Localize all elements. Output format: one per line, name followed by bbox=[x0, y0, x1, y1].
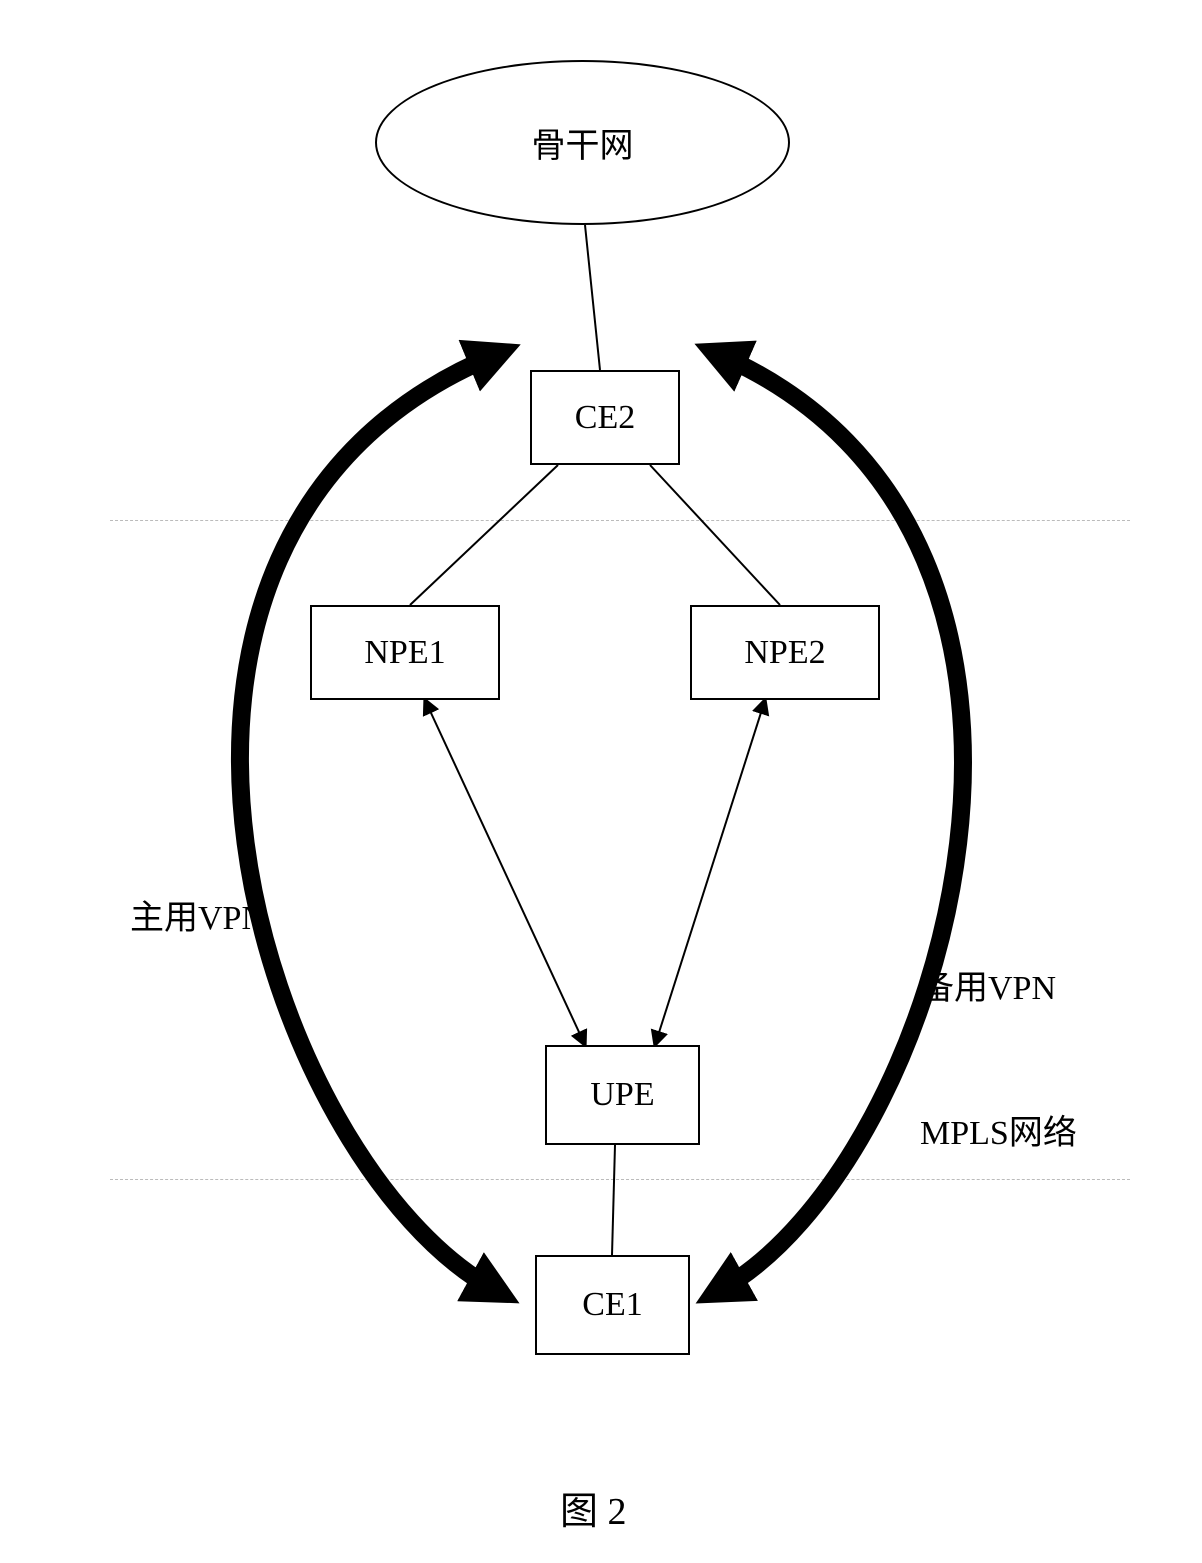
mpls-network-label: MPLS网络 bbox=[920, 1105, 1077, 1154]
upe-label: UPE bbox=[590, 1076, 654, 1114]
npe1-label: NPE1 bbox=[364, 634, 445, 672]
ce1-node: CE1 bbox=[535, 1255, 690, 1355]
figure-caption: 图 2 bbox=[560, 1480, 627, 1535]
ce2-label: CE2 bbox=[575, 399, 635, 437]
diagram-container: 骨干网 CE2 NPE1 NPE2 UPE CE1 主用VPN 备用VPN MP… bbox=[0, 0, 1202, 1563]
backbone-node: 骨干网 bbox=[375, 60, 790, 225]
ce2-node: CE2 bbox=[530, 370, 680, 465]
edge-backbone-ce2 bbox=[585, 225, 600, 370]
upe-node: UPE bbox=[545, 1045, 700, 1145]
backbone-label: 骨干网 bbox=[532, 118, 634, 167]
backup-vpn-label: 备用VPN bbox=[920, 960, 1056, 1009]
npe2-label: NPE2 bbox=[744, 634, 825, 672]
primary-vpn-label: 主用VPN bbox=[130, 890, 266, 939]
ce1-label: CE1 bbox=[582, 1286, 642, 1324]
npe1-node: NPE1 bbox=[310, 605, 500, 700]
npe2-node: NPE2 bbox=[690, 605, 880, 700]
